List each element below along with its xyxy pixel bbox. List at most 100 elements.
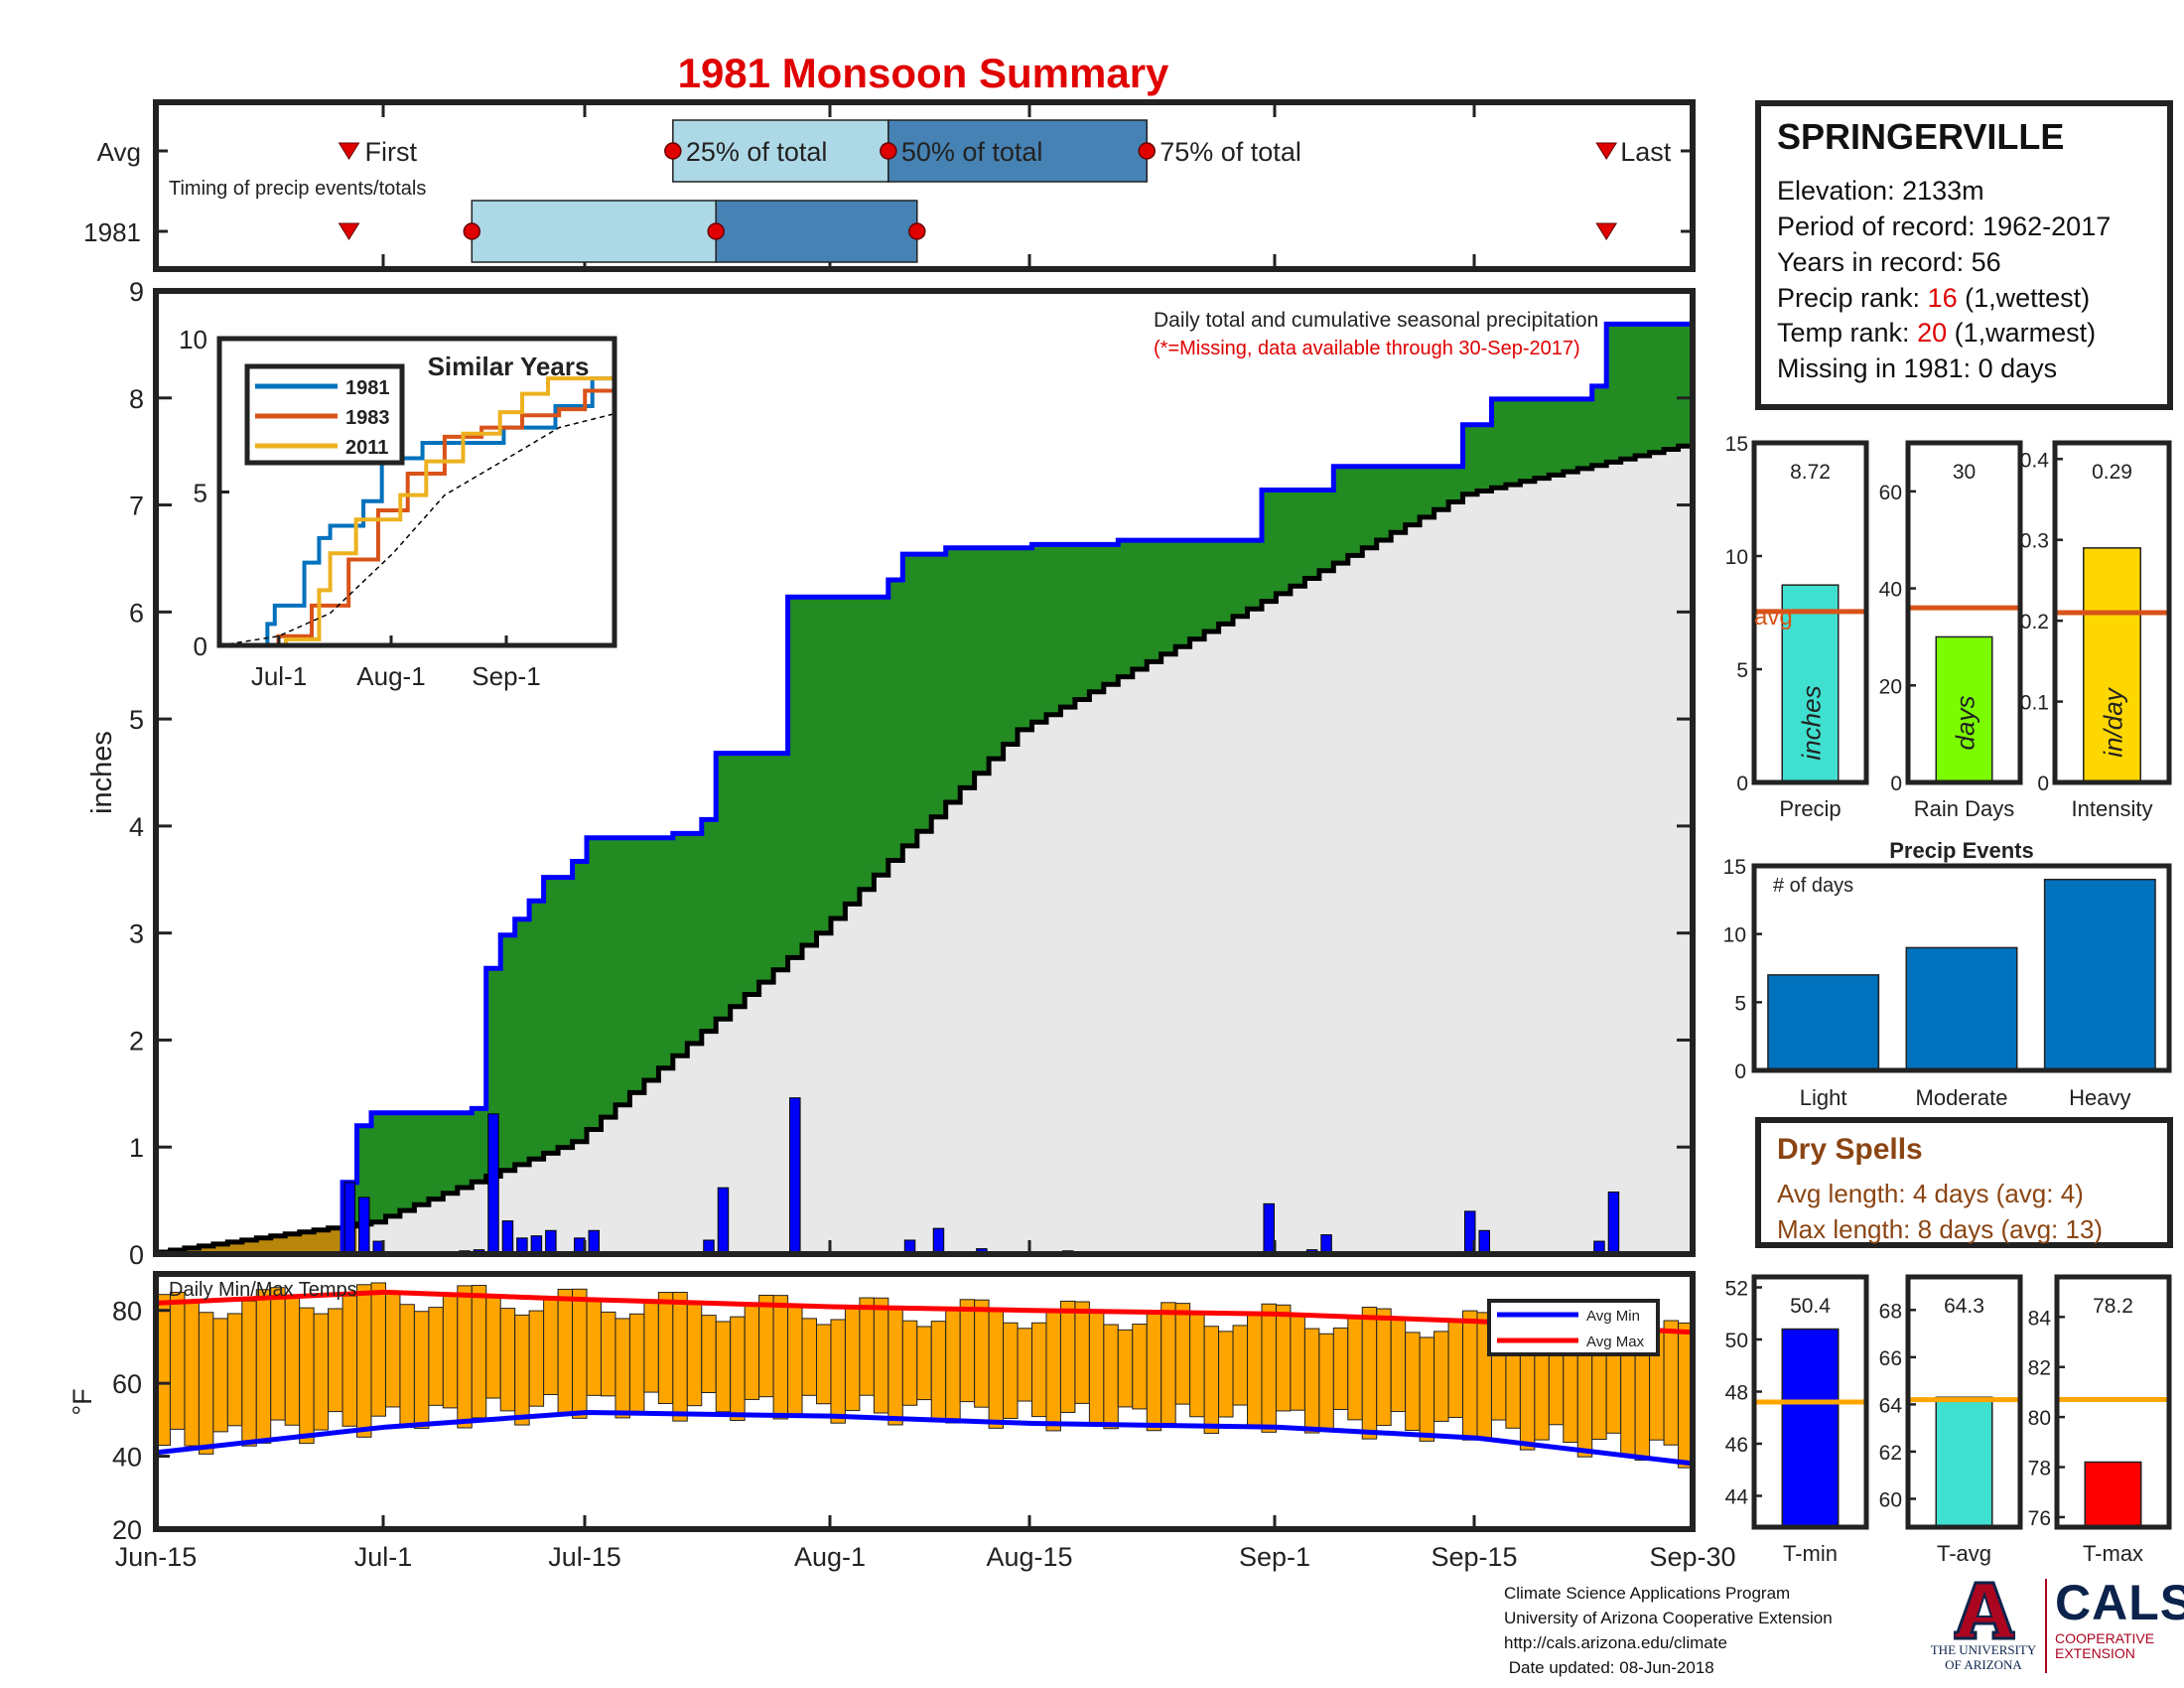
daily-temp-bar	[1303, 1328, 1320, 1434]
events-y-tick-label: 0	[1734, 1060, 1746, 1083]
totals-intensity-y-tick-label: 0.4	[2020, 449, 2050, 472]
logo-divider	[2045, 1579, 2047, 1673]
daily-precip-bar	[1607, 1191, 1620, 1255]
y-tick-label: 5	[129, 705, 144, 735]
inset-y-tick-label: 0	[194, 632, 207, 661]
y-tick-label: 1	[129, 1133, 144, 1163]
precip-events-chart: Light Moderate Heavy 0 5 10 15 Precip Events # o…	[1723, 838, 2172, 1110]
inset-title: Similar Years	[428, 352, 590, 381]
y-tick-label: 4	[129, 812, 144, 842]
events-title: Precip Events	[1889, 838, 2034, 863]
timing-quartile-dot	[463, 222, 481, 240]
totals-intensity-y-tick-label: 0.1	[2020, 692, 2049, 715]
daily-temp-bar	[930, 1321, 947, 1423]
tsum-t-max-name-label: T-max	[2083, 1541, 2143, 1566]
daily-temp-bar	[672, 1292, 688, 1422]
temp-rank-value: 20	[1917, 318, 1948, 348]
inset-legend-label: 1981	[345, 377, 390, 399]
temps-y-tick-label: 20	[112, 1515, 142, 1545]
timing-box-q2	[887, 119, 1148, 183]
avg-min-line	[155, 1410, 1694, 1467]
daily-temp-bar	[1620, 1345, 1636, 1457]
totals-precip-y-tick-label: 5	[1736, 659, 1748, 682]
y-tick-label: 0	[129, 1240, 144, 1270]
totals-precip-frame	[1751, 440, 1869, 785]
daily-temp-bar	[328, 1308, 343, 1413]
totals-intensity-frame	[2052, 440, 2172, 785]
temp-rank-label: Temp rank:	[1777, 318, 1918, 348]
tsum-t-min-y-tick-label: 44	[1725, 1486, 1749, 1509]
daily-temp-bar	[830, 1319, 846, 1424]
daily-temps-chart: 20 40 60 80 Jun-15 Jul-1 Jul-15 Aug-1 Aug-15 Sep-…	[68, 1271, 1736, 1572]
daily-temp-bar	[1160, 1302, 1176, 1425]
totals-precip-name-label: Precip	[1779, 796, 1841, 821]
temp-summary-charts: 44 46 48 50 52 50.4 T-min 60 62 64 66 68 64.3 T-avg 76…	[1725, 1274, 2172, 1566]
daily-temp-bar	[1390, 1319, 1407, 1413]
timing-chart: Avg 1981 First 25% of total 50% of total 75% …	[83, 99, 1696, 272]
cumulative-1981-line	[156, 321, 1693, 1257]
timing-box-q1	[672, 119, 889, 183]
x-tick-label: Aug-1	[794, 1542, 866, 1572]
tsum-t-avg-y-tick-label: 60	[1879, 1488, 1902, 1511]
coop-ext-line2: EXTENSION	[2055, 1645, 2135, 1661]
timing-quartile-dot	[880, 142, 897, 160]
tsum-t-avg-y-tick-label: 64	[1879, 1394, 1903, 1417]
daily-temp-bar	[198, 1312, 214, 1455]
tsum-t-max-y-tick-label: 84	[2028, 1307, 2052, 1330]
x-tick-label: Jul-15	[548, 1542, 621, 1572]
daily-temp-bar	[1275, 1304, 1292, 1412]
timing-row-label: 1981	[83, 217, 141, 247]
daily-temp-bar	[442, 1295, 459, 1409]
temp-rank: Temp rank: 20 (1,warmest)	[1777, 318, 2096, 349]
daily-temp-bar	[1074, 1301, 1090, 1404]
missing-days: Missing in 1981: 0 days	[1777, 353, 2058, 383]
daily-temp-bar	[959, 1299, 976, 1403]
daily-temp-bar	[241, 1300, 257, 1447]
tsum-t-avg-y-tick-label: 68	[1879, 1300, 1902, 1323]
cals-wordmark: CALS	[2055, 1575, 2184, 1630]
daily-temp-bar	[859, 1297, 875, 1396]
daily-temp-bar	[715, 1321, 732, 1413]
y-tick-label: 2	[129, 1026, 144, 1055]
daily-precip-bar	[487, 1113, 499, 1255]
daily-temp-bar	[370, 1282, 386, 1417]
cumulative-precip-chart: 0 1 2 3 4 5 6 7 8 9 inches Daily total and cumulati…	[86, 277, 1696, 1270]
tsum-t-avg-value-label: 64.3	[1944, 1295, 1984, 1318]
timing-last-label: Last	[1620, 137, 1672, 167]
ua-wordmark-line2: OF ARIZONA	[1945, 1657, 2022, 1672]
tsum-t-max-y-tick-label: 78	[2028, 1458, 2051, 1480]
daily-precip-bar	[343, 1182, 356, 1255]
y-axis-label: inches	[86, 731, 118, 814]
totals-intensity-unit-label: in/day	[2099, 686, 2128, 757]
cumulative-avg-step-line	[153, 443, 1693, 1255]
daily-temp-bar	[1290, 1315, 1305, 1411]
totals-intensity-y-tick-label: 0.2	[2020, 611, 2049, 633]
daily-temp-bar	[628, 1313, 645, 1413]
daily-temp-bar	[586, 1298, 602, 1396]
timing-first-last-marker	[338, 142, 360, 160]
credits-url[interactable]: http://cals.arizona.edu/climate	[1504, 1633, 1727, 1652]
events-y-tick-label: 5	[1734, 992, 1746, 1015]
daily-temp-bar	[1447, 1319, 1464, 1418]
daily-temp-bar	[1174, 1303, 1191, 1405]
events-y-tick-label: 15	[1723, 856, 1746, 879]
station-period: Period of record: 1962-2017	[1777, 211, 2112, 241]
daily-temp-bar	[1663, 1320, 1680, 1446]
daily-temp-bar	[1376, 1308, 1392, 1427]
inset-legend-label: 1983	[345, 407, 390, 429]
event-bar-light	[1767, 974, 1880, 1071]
x-tick-label: Sep-1	[1239, 1542, 1310, 1572]
daily-temp-bar	[1017, 1328, 1033, 1402]
x-tick-label: Sep-30	[1649, 1542, 1735, 1572]
daily-temp-bar	[744, 1304, 760, 1400]
daily-temp-bar	[169, 1291, 186, 1430]
daily-temp-bar	[1347, 1315, 1363, 1421]
daily-temp-bar	[1088, 1311, 1105, 1426]
station-name: SPRINGERVILLE	[1777, 116, 2065, 157]
daily-temp-bar	[428, 1307, 444, 1406]
similar-series-1981	[219, 376, 614, 647]
dry-spells-panel: Dry Spells Avg length: 4 days (avg: 4) M…	[1755, 1117, 2173, 1248]
similar-series-2011	[219, 375, 616, 647]
inset-y-tick-label: 10	[179, 325, 207, 354]
